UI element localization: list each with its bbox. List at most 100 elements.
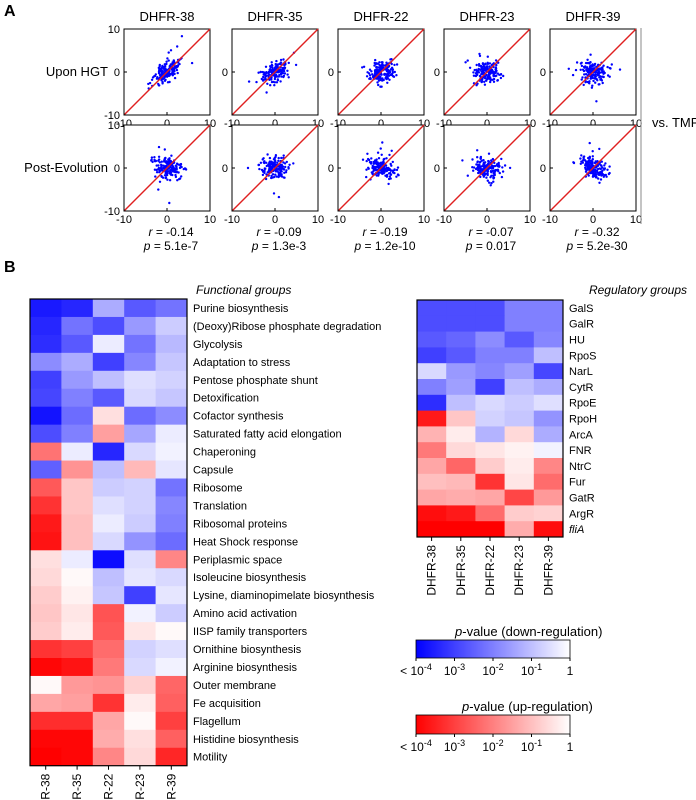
scatter-point (600, 170, 603, 173)
scatter-point (606, 65, 609, 69)
y-tick-label: 0 (114, 67, 120, 79)
scatter-point (593, 161, 597, 165)
heatmap-cell (61, 460, 94, 479)
scatter-point (157, 145, 161, 149)
scatter-point (154, 73, 157, 76)
heatmap-cell (92, 442, 125, 461)
heatmap-cell (92, 550, 125, 569)
heatmap-cell (504, 458, 535, 475)
scatter-point (600, 160, 603, 163)
heatmap-cell (124, 478, 156, 497)
scatter-point (386, 70, 389, 73)
scatter-point (584, 65, 587, 68)
x-tick-label: 0 (484, 118, 490, 130)
scatter-point (379, 75, 382, 78)
heatmap-row-label: Purine biosynthesis (193, 303, 289, 315)
regulatory-heatmap: GalS GalR HU RpoS NarL CytR RpoE RpoH ArcA FNR Ntr… (416, 299, 597, 596)
scatter-point (393, 171, 396, 175)
scatter-point (173, 76, 177, 80)
scatter-point (163, 165, 167, 169)
scatter-point (381, 161, 384, 164)
scatter-point (274, 173, 277, 176)
heatmap-row-label: Outer membrane (193, 680, 276, 692)
scatter-point (277, 63, 280, 66)
heatmap-cell (61, 478, 94, 497)
scatter-point (587, 67, 591, 71)
scatter-point (597, 83, 600, 86)
scatter-point (499, 76, 503, 80)
heatmap-cell (92, 316, 125, 336)
heatmap-row-label: Periplasmic space (193, 554, 282, 566)
heatmap-cell (92, 693, 125, 713)
scatter-point (387, 74, 391, 77)
scatter-point (396, 166, 400, 169)
heatmap-row-label: Ornithine biosynthesis (193, 644, 302, 656)
scatter-point (571, 73, 575, 77)
identity-line (549, 28, 637, 116)
identity-line (123, 28, 211, 116)
scatter-point (266, 171, 269, 174)
y-tick-label: 0 (434, 67, 440, 79)
scatter-point (157, 71, 161, 75)
scatter-point (375, 162, 378, 166)
scatter-point (594, 81, 597, 84)
scatter-point (273, 81, 277, 84)
scatter-point (166, 81, 170, 84)
heatmap-cell (475, 489, 505, 506)
scatter-point (596, 164, 600, 167)
scatter-point (591, 155, 594, 158)
heatmap-cell (533, 505, 564, 522)
scatter-point (366, 152, 369, 155)
x-tick-label: 10 (524, 214, 536, 226)
scatter-point (487, 167, 491, 170)
heatmap-cell (61, 370, 94, 390)
scatter-point (163, 148, 166, 151)
colorbar-down-title: p-value (down-regulation) (454, 624, 602, 639)
scatter-point (162, 77, 166, 80)
scatter-point (479, 157, 482, 160)
scatter-point (501, 166, 504, 169)
scatter-point (488, 76, 491, 80)
scatter-point (479, 155, 483, 159)
heatmap-cell (61, 550, 94, 569)
heatmap-row-label: HU (569, 335, 585, 347)
heatmap-column-label: DHFR-35 (454, 545, 468, 596)
heatmap-cell (417, 489, 447, 506)
identity-line (443, 28, 531, 116)
identity-line (549, 124, 637, 212)
scatter-point (274, 74, 278, 77)
scatter-point (481, 78, 484, 81)
scatter-point (478, 163, 481, 167)
heatmap-column-label: DHFR-23 (512, 545, 526, 596)
scatter-point (268, 156, 272, 160)
scatter-point (375, 77, 379, 80)
scatter-point (491, 157, 495, 161)
scatter-point (168, 65, 171, 68)
scatter-point (294, 63, 298, 67)
heatmap-cell (504, 473, 535, 490)
heatmap-cell (30, 460, 62, 479)
heatmap-column-label: DHFR-38 (425, 545, 439, 596)
heatmap-cell (124, 604, 156, 623)
scatter-point (476, 160, 479, 164)
scatter-point (163, 159, 166, 162)
scatter-point (377, 173, 380, 176)
scatter-point (270, 70, 273, 74)
scatter-point (385, 157, 388, 160)
heatmap-cell (92, 640, 125, 659)
scatter-point (285, 160, 288, 164)
heatmap-cell (124, 640, 156, 659)
heatmap-cell (61, 514, 94, 533)
heatmap-cell (155, 388, 188, 408)
scatter-point (484, 161, 487, 164)
scatter-point (286, 73, 289, 76)
scatter-point (155, 164, 158, 167)
heatmap-cell (533, 347, 564, 364)
heatmap-column-label: DHFR-39 (164, 773, 178, 800)
heatmap-cell (475, 410, 505, 427)
heatmap-cell (61, 604, 94, 623)
colorbar-up-ticks: < 10-4 10-3 10-2 10-1 1 (400, 734, 574, 754)
scatter-point (157, 155, 161, 158)
correlation-r: r = -0.07 (468, 225, 513, 239)
